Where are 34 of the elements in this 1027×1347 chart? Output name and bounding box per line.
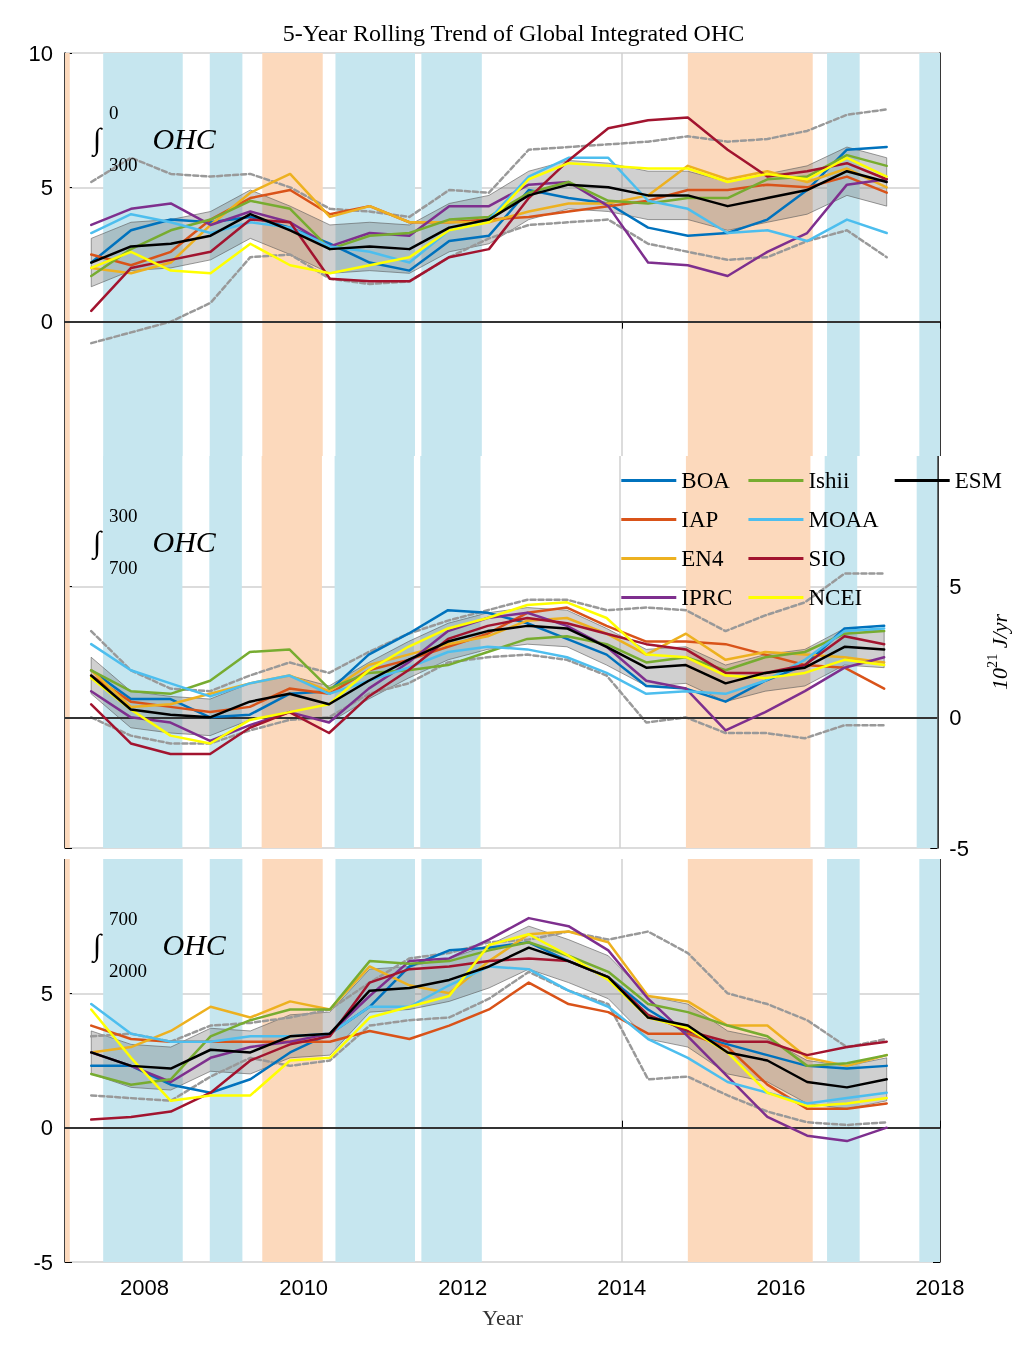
line-series	[90, 218, 888, 345]
x-tick-label: 2012	[438, 1274, 488, 1300]
y-axis-title: 1021 J/yr	[984, 613, 1013, 690]
x-tick-label: 2016	[756, 1274, 806, 1300]
chart-title: 5-Year Rolling Trend of Global Integrated OHC	[282, 20, 745, 46]
legend-label: IAP	[681, 507, 719, 532]
legend-label: ESM	[954, 468, 1003, 493]
x-tick-label: 2014	[597, 1274, 647, 1300]
legend-label: EN4	[681, 546, 724, 571]
x-axis-title: Year	[482, 1304, 524, 1330]
y-tick-label: -5	[33, 1249, 53, 1275]
line-series	[90, 108, 888, 219]
legend-label: NCEI	[808, 585, 863, 610]
text: ∫3000 OHC	[93, 101, 216, 175]
y-tick-label: 10	[28, 40, 53, 66]
x-tick-label: 2010	[279, 1274, 329, 1300]
y-tick-label: 0	[40, 309, 53, 335]
line-series	[89, 572, 886, 693]
x-tick-label: 2018	[915, 1274, 965, 1300]
legend-label: SIO	[808, 546, 846, 571]
text: ∫2000700 OHC	[93, 907, 226, 981]
y-tick-label: 5	[40, 980, 53, 1006]
y-tick-label: 0	[40, 1115, 53, 1141]
legend-label: BOA	[681, 468, 731, 493]
legend-label: MOAA	[808, 507, 880, 532]
y-tick-label: 5	[40, 174, 53, 200]
y-tick-label: -5	[949, 835, 969, 861]
line-series	[89, 653, 886, 745]
legend-label: Ishii	[808, 468, 850, 493]
legend-label: IPRC	[681, 585, 733, 610]
x-tick-label: 2008	[120, 1274, 170, 1300]
y-tick-label: 5	[949, 574, 962, 600]
text: ∫700300 OHC	[93, 504, 216, 578]
y-tick-label: 0	[949, 704, 962, 730]
